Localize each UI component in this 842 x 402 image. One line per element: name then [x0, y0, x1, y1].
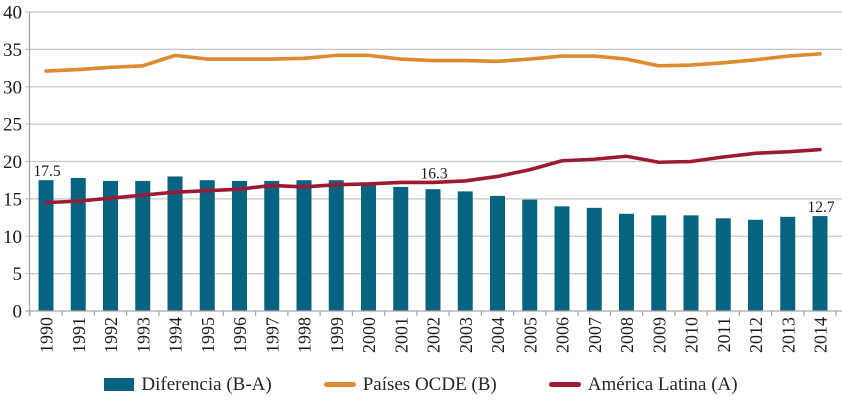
x-tick-label: 2012 [746, 317, 766, 353]
x-tick-label: 2010 [682, 317, 702, 353]
bar [490, 195, 505, 311]
bar [328, 180, 344, 311]
legend-label-diferencia: Diferencia (B-A) [141, 374, 272, 395]
x-tick-label: 1999 [327, 317, 347, 353]
bar [619, 213, 634, 311]
x-tick-label: 2009 [649, 317, 669, 353]
line-swatch-icon [548, 382, 581, 387]
y-tick-label: 10 [3, 227, 22, 248]
bar-value-label: 16.3 [420, 165, 447, 182]
y-tick-label: 5 [13, 264, 23, 285]
x-tick-label: 1990 [37, 317, 57, 353]
plot-area: 0 5 10 15 20 25 30 35 40 1990 1991 1992 1993 1994 1995… [3, 3, 842, 353]
bar [296, 180, 312, 311]
y-tick-label: 15 [3, 189, 22, 210]
x-tick-label: 1997 [262, 317, 282, 353]
y-tick-label: 0 [13, 302, 23, 323]
x-tick-label: 1991 [69, 317, 89, 353]
bar [103, 180, 118, 311]
bar [70, 177, 86, 311]
x-tick-label: 2011 [714, 317, 734, 352]
legend-item-america-latina: América Latina (A) [548, 374, 738, 395]
legend-item-ocde: Países OCDE (B) [323, 374, 497, 395]
bar-swatch-icon [104, 378, 135, 391]
bar [586, 207, 602, 311]
bar-value-label: 17.5 [33, 163, 60, 180]
bar [425, 189, 441, 311]
bar [715, 218, 731, 311]
series-line-2 [44, 147, 822, 205]
series-line-1 [44, 52, 822, 73]
bar [361, 182, 376, 311]
x-tick-label: 2002 [424, 317, 444, 353]
legend-label-ocde: Países OCDE (B) [362, 374, 497, 395]
x-tick-label: 2014 [811, 317, 831, 353]
x-tick-label: 1993 [133, 317, 153, 353]
legend-label-america-latina: América Latina (A) [587, 374, 738, 395]
x-tick-label: 2005 [520, 317, 540, 353]
bar [683, 215, 699, 311]
bar [135, 180, 151, 311]
bar [167, 176, 183, 311]
y-tick-label: 30 [3, 77, 22, 98]
x-tick-label: 2000 [359, 317, 379, 353]
bar [457, 191, 473, 311]
bar [393, 186, 409, 311]
x-tick-label: 2006 [553, 317, 573, 353]
bar [812, 216, 828, 311]
x-tick-label: 2008 [617, 317, 637, 353]
bar-value-label: 12.7 [807, 199, 834, 216]
bar [554, 206, 570, 311]
legend-item-diferencia: Diferencia (B-A) [104, 374, 272, 395]
x-tick-label: 2003 [456, 317, 476, 353]
bar [780, 216, 796, 311]
bar [522, 199, 538, 311]
x-tick-label: 2007 [585, 317, 605, 353]
y-tick-label: 35 [3, 40, 22, 61]
bar [232, 180, 247, 311]
line-swatch-icon [323, 382, 356, 387]
x-tick-label: 2001 [391, 317, 411, 353]
bar [651, 215, 667, 311]
y-tick-label: 25 [3, 115, 22, 136]
x-tick-label: 1992 [101, 317, 121, 353]
x-tick-label: 1994 [166, 317, 186, 353]
x-tick-label: 2013 [778, 317, 798, 353]
x-tick-label: 2004 [488, 317, 508, 353]
x-tick-label: 1998 [295, 317, 315, 353]
bar [38, 180, 54, 311]
x-tick-label: 1996 [230, 317, 250, 353]
x-tick-label: 1995 [198, 317, 218, 353]
bar [199, 180, 215, 311]
y-tick-label: 20 [3, 152, 22, 173]
y-tick-label: 40 [3, 3, 22, 24]
chart-legend: Diferencia (B-A) Países OCDE (B) América… [0, 367, 842, 402]
bar [748, 219, 763, 311]
bar [264, 180, 280, 311]
